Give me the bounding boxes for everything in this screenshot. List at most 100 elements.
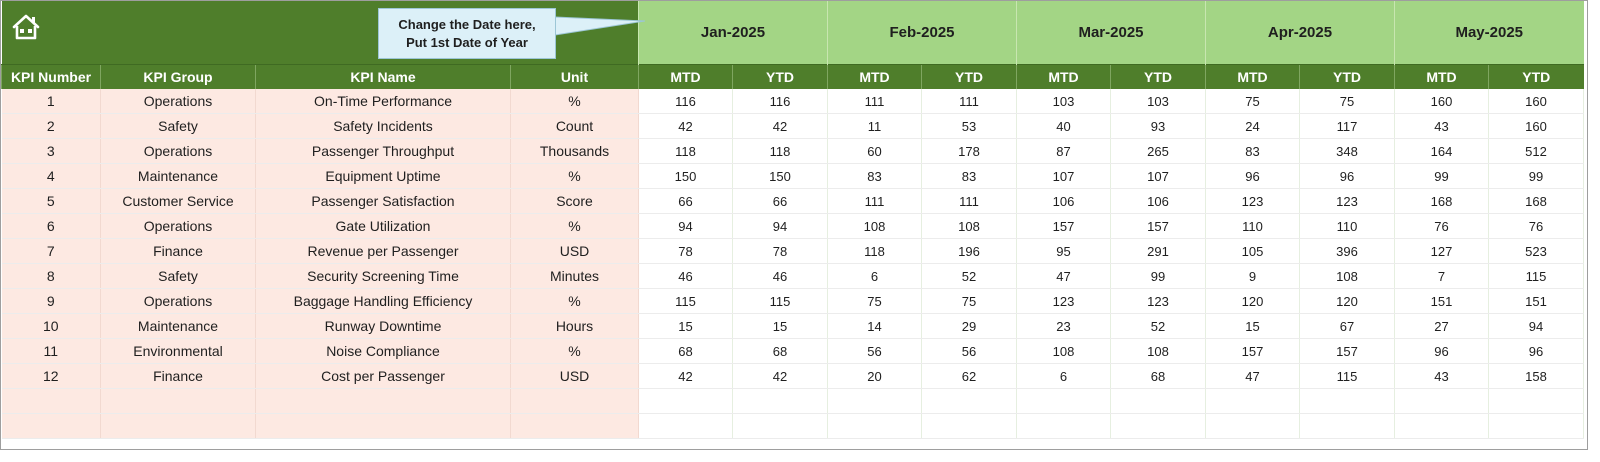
ytd-value-cell[interactable]: 42 <box>732 113 828 139</box>
kpi-number-cell[interactable]: 10 <box>1 313 101 339</box>
mtd-value-cell[interactable]: 115 <box>638 288 733 314</box>
mtd-value-cell[interactable]: 24 <box>1205 113 1300 139</box>
ytd-value-cell[interactable]: 115 <box>732 288 828 314</box>
kpi-group-cell[interactable]: Safety <box>100 113 256 139</box>
ytd-value-cell[interactable]: 106 <box>1110 188 1206 214</box>
kpi-number-cell[interactable]: 6 <box>1 213 101 239</box>
ytd-value-cell[interactable]: 76 <box>1488 213 1584 239</box>
mtd-value-cell[interactable]: 110 <box>1205 213 1300 239</box>
mtd-value-cell[interactable] <box>1205 388 1300 414</box>
ytd-value-cell[interactable]: 523 <box>1488 238 1584 264</box>
kpi-group-cell[interactable]: Operations <box>100 213 256 239</box>
kpi-number-cell[interactable]: 8 <box>1 263 101 289</box>
kpi-group-cell[interactable]: Maintenance <box>100 163 256 189</box>
ytd-value-cell[interactable]: 123 <box>1299 188 1395 214</box>
mtd-value-cell[interactable]: 40 <box>1016 113 1111 139</box>
mtd-value-cell[interactable]: 76 <box>1394 213 1489 239</box>
ytd-value-cell[interactable]: 396 <box>1299 238 1395 264</box>
mtd-value-cell[interactable]: 103 <box>1016 89 1111 114</box>
kpi-name-cell[interactable]: Baggage Handling Efficiency <box>255 288 511 314</box>
ytd-value-cell[interactable]: 68 <box>1110 363 1206 389</box>
kpi-group-cell[interactable]: Safety <box>100 263 256 289</box>
mtd-value-cell[interactable]: 116 <box>638 89 733 114</box>
ytd-value-cell[interactable]: 196 <box>921 238 1017 264</box>
mtd-value-cell[interactable]: 160 <box>1394 89 1489 114</box>
mtd-value-cell[interactable]: 66 <box>638 188 733 214</box>
kpi-name-cell[interactable]: Safety Incidents <box>255 113 511 139</box>
ytd-value-cell[interactable]: 117 <box>1299 113 1395 139</box>
mtd-value-cell[interactable]: 111 <box>827 188 922 214</box>
ytd-value-cell[interactable] <box>921 388 1017 414</box>
ytd-value-cell[interactable]: 68 <box>732 338 828 364</box>
ytd-value-cell[interactable]: 93 <box>1110 113 1206 139</box>
mtd-value-cell[interactable]: 107 <box>1016 163 1111 189</box>
mtd-value-cell[interactable] <box>1205 413 1300 439</box>
ytd-value-cell[interactable]: 62 <box>921 363 1017 389</box>
unit-cell[interactable]: Count <box>510 113 639 139</box>
ytd-value-cell[interactable]: 123 <box>1110 288 1206 314</box>
mtd-value-cell[interactable]: 42 <box>638 363 733 389</box>
mtd-value-cell[interactable] <box>638 413 733 439</box>
mtd-value-cell[interactable]: 68 <box>638 338 733 364</box>
mtd-value-cell[interactable]: 120 <box>1205 288 1300 314</box>
mtd-value-cell[interactable] <box>1016 388 1111 414</box>
kpi-name-cell[interactable]: Gate Utilization <box>255 213 511 239</box>
ytd-value-cell[interactable]: 108 <box>921 213 1017 239</box>
ytd-value-cell[interactable]: 15 <box>732 313 828 339</box>
kpi-name-cell[interactable] <box>255 413 511 439</box>
mtd-value-cell[interactable]: 43 <box>1394 363 1489 389</box>
mtd-value-cell[interactable]: 43 <box>1394 113 1489 139</box>
mtd-value-cell[interactable]: 83 <box>1205 138 1300 164</box>
kpi-name-cell[interactable] <box>255 388 511 414</box>
mtd-value-cell[interactable] <box>638 388 733 414</box>
ytd-value-cell[interactable] <box>1299 413 1395 439</box>
mtd-value-cell[interactable]: 60 <box>827 138 922 164</box>
ytd-value-cell[interactable] <box>1488 413 1584 439</box>
kpi-name-cell[interactable]: Passenger Satisfaction <box>255 188 511 214</box>
unit-cell[interactable] <box>510 388 639 414</box>
mtd-value-cell[interactable]: 111 <box>827 89 922 114</box>
mtd-value-cell[interactable]: 75 <box>827 288 922 314</box>
kpi-name-cell[interactable]: Cost per Passenger <box>255 363 511 389</box>
unit-cell[interactable]: USD <box>510 238 639 264</box>
ytd-value-cell[interactable]: 108 <box>1299 263 1395 289</box>
mtd-value-cell[interactable]: 123 <box>1016 288 1111 314</box>
mtd-value-cell[interactable]: 123 <box>1205 188 1300 214</box>
mtd-value-cell[interactable]: 15 <box>638 313 733 339</box>
unit-cell[interactable]: Hours <box>510 313 639 339</box>
kpi-group-cell[interactable]: Finance <box>100 238 256 264</box>
kpi-number-cell[interactable]: 5 <box>1 188 101 214</box>
kpi-group-cell[interactable]: Operations <box>100 288 256 314</box>
kpi-number-cell[interactable]: 3 <box>1 138 101 164</box>
ytd-value-cell[interactable]: 291 <box>1110 238 1206 264</box>
kpi-number-cell[interactable]: 1 <box>1 89 101 114</box>
ytd-value-cell[interactable]: 178 <box>921 138 1017 164</box>
ytd-value-cell[interactable]: 94 <box>1488 313 1584 339</box>
mtd-value-cell[interactable]: 108 <box>1016 338 1111 364</box>
mtd-value-cell[interactable]: 168 <box>1394 188 1489 214</box>
unit-cell[interactable]: % <box>510 89 639 114</box>
ytd-value-cell[interactable]: 120 <box>1299 288 1395 314</box>
ytd-value-cell[interactable] <box>1110 388 1206 414</box>
mtd-value-cell[interactable]: 157 <box>1016 213 1111 239</box>
kpi-number-cell[interactable]: 12 <box>1 363 101 389</box>
ytd-value-cell[interactable]: 75 <box>1299 89 1395 114</box>
ytd-value-cell[interactable]: 83 <box>921 163 1017 189</box>
ytd-value-cell[interactable]: 108 <box>1110 338 1206 364</box>
ytd-value-cell[interactable]: 116 <box>732 89 828 114</box>
mtd-value-cell[interactable]: 127 <box>1394 238 1489 264</box>
ytd-value-cell[interactable]: 265 <box>1110 138 1206 164</box>
ytd-value-cell[interactable]: 111 <box>921 89 1017 114</box>
kpi-group-cell[interactable]: Customer Service <box>100 188 256 214</box>
ytd-value-cell[interactable]: 29 <box>921 313 1017 339</box>
ytd-value-cell[interactable]: 67 <box>1299 313 1395 339</box>
mtd-value-cell[interactable]: 20 <box>827 363 922 389</box>
unit-cell[interactable]: Score <box>510 188 639 214</box>
month-header[interactable]: Jan-2025 <box>638 1 828 65</box>
ytd-value-cell[interactable]: 99 <box>1488 163 1584 189</box>
kpi-number-cell[interactable]: 4 <box>1 163 101 189</box>
ytd-value-cell[interactable]: 118 <box>732 138 828 164</box>
ytd-value-cell[interactable] <box>1110 413 1206 439</box>
kpi-number-cell[interactable] <box>1 413 101 439</box>
mtd-value-cell[interactable]: 164 <box>1394 138 1489 164</box>
